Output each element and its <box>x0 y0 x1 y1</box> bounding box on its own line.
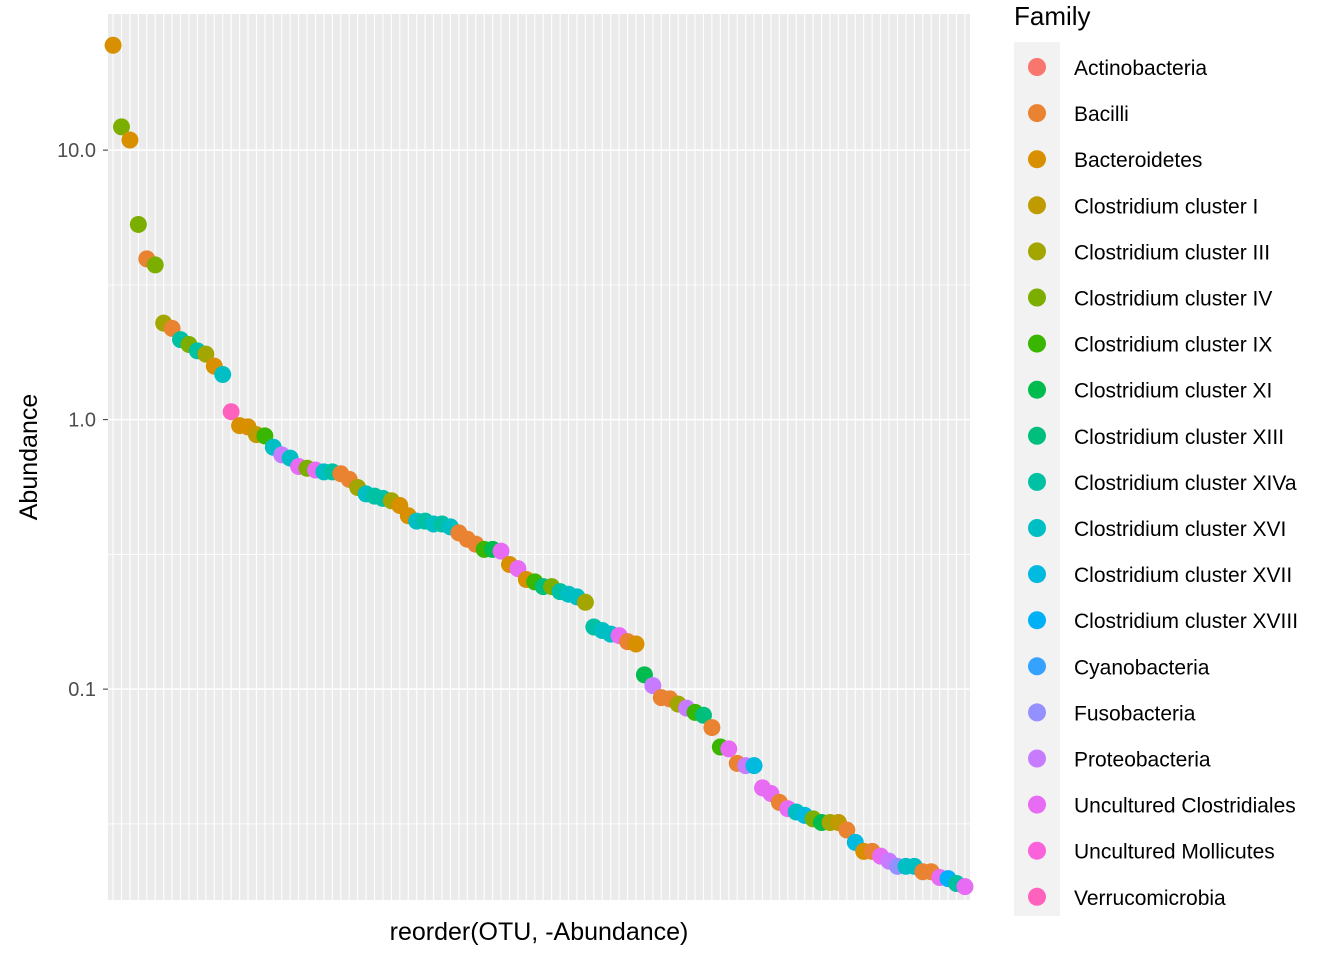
legend-label: Clostridium cluster XI <box>1074 380 1272 403</box>
legend-key <box>1028 242 1046 261</box>
legend-key <box>1028 657 1046 676</box>
plot-panel <box>108 14 970 900</box>
x-axis-title: reorder(OTU, -Abundance) <box>390 918 689 946</box>
legend-label: Proteobacteria <box>1074 749 1211 772</box>
data-point <box>838 821 856 839</box>
legend-key <box>1028 795 1046 814</box>
legend-key <box>1028 472 1046 491</box>
legend-key <box>1028 150 1046 169</box>
data-point <box>104 36 122 54</box>
legend-key <box>1028 426 1046 445</box>
legend-label: Fusobacteria <box>1074 702 1196 725</box>
legend-key <box>1028 380 1046 399</box>
legend-label: Verrucomicrobia <box>1074 887 1226 910</box>
legend-label: Clostridium cluster IX <box>1074 334 1272 357</box>
legend-label: Clostridium cluster I <box>1074 195 1258 218</box>
data-point <box>576 593 594 611</box>
legend-key <box>1028 196 1046 215</box>
grid <box>108 14 970 900</box>
legend-label: Actinobacteria <box>1074 57 1207 80</box>
data-point <box>222 403 240 421</box>
data-point <box>214 366 232 384</box>
data-point <box>197 345 215 363</box>
y-axis-ticks: 0.1 1.0 10.0 <box>57 140 108 701</box>
legend-key <box>1028 887 1046 906</box>
legend-label: Clostridium cluster XVIII <box>1074 610 1298 633</box>
legend-key <box>1028 749 1046 768</box>
legend-label: Cyanobacteria <box>1074 656 1210 679</box>
data-point <box>644 677 662 695</box>
legend-label: Clostridium cluster III <box>1074 241 1270 264</box>
legend-label: Uncultured Clostridiales <box>1074 795 1296 818</box>
legend-label: Clostridium cluster XVII <box>1074 564 1292 587</box>
y-tick-label: 10.0 <box>57 140 96 162</box>
legend-label: Clostridium cluster XIII <box>1074 426 1284 449</box>
data-points <box>104 36 974 896</box>
legend-key <box>1028 104 1046 123</box>
legend-key <box>1028 58 1046 76</box>
legend: Family Actinobacteria Bacilli Bacteroidete… <box>1014 1 1298 916</box>
legend-key <box>1028 841 1046 860</box>
legend-key <box>1028 703 1046 722</box>
data-point <box>745 757 763 775</box>
legend-label: Bacteroidetes <box>1074 149 1202 172</box>
legend-key <box>1028 288 1046 307</box>
data-point <box>112 118 130 136</box>
legend-key <box>1028 519 1046 537</box>
data-point <box>146 256 164 274</box>
legend-label: Clostridium cluster XIVa <box>1074 472 1297 495</box>
data-point <box>720 740 738 758</box>
data-point <box>121 131 139 149</box>
data-point <box>129 215 147 233</box>
legend-key <box>1028 334 1046 353</box>
data-point <box>492 542 510 560</box>
data-point <box>956 878 974 896</box>
data-point <box>703 719 721 737</box>
legend-key <box>1028 565 1046 584</box>
y-axis-title: Abundance <box>15 394 43 521</box>
legend-label: Clostridium cluster XVI <box>1074 518 1286 541</box>
legend-label: Uncultured Mollicutes <box>1074 841 1275 864</box>
data-point <box>627 635 645 653</box>
legend-key <box>1028 611 1046 630</box>
y-tick-label: 1.0 <box>68 410 96 432</box>
data-point <box>694 706 712 724</box>
legend-label: Clostridium cluster IV <box>1074 288 1272 311</box>
legend-label: Bacilli <box>1074 103 1129 126</box>
y-tick-label: 0.1 <box>68 679 96 701</box>
legend-title: Family <box>1014 1 1091 31</box>
